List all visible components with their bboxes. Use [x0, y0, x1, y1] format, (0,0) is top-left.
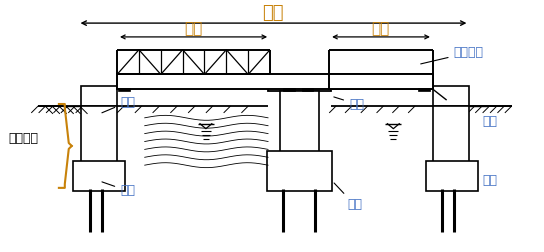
- Bar: [329, 74, 433, 89]
- Text: 跨径: 跨径: [184, 21, 202, 36]
- Bar: [81, 86, 117, 106]
- Bar: [433, 106, 469, 163]
- Bar: [283, 88, 295, 91]
- Bar: [280, 91, 319, 153]
- Bar: [267, 151, 332, 191]
- Text: 跨径: 跨径: [372, 21, 390, 36]
- Text: 桥墩: 桥墩: [334, 97, 364, 111]
- Text: 基础: 基础: [482, 174, 497, 187]
- Text: 桥台: 桥台: [102, 96, 135, 113]
- Bar: [301, 88, 313, 91]
- Text: 基础: 基础: [334, 183, 362, 211]
- Bar: [81, 106, 117, 163]
- Bar: [418, 88, 430, 91]
- Bar: [117, 74, 433, 89]
- Bar: [433, 86, 469, 106]
- Bar: [426, 161, 478, 191]
- Text: 桥长: 桥长: [262, 4, 284, 22]
- Bar: [118, 88, 130, 91]
- Bar: [268, 81, 331, 91]
- Text: 下部结构: 下部结构: [9, 132, 39, 145]
- Text: 桥台: 桥台: [472, 115, 497, 128]
- Text: 上部结构: 上部结构: [421, 46, 484, 64]
- Bar: [73, 161, 125, 191]
- Text: 基础: 基础: [102, 182, 135, 197]
